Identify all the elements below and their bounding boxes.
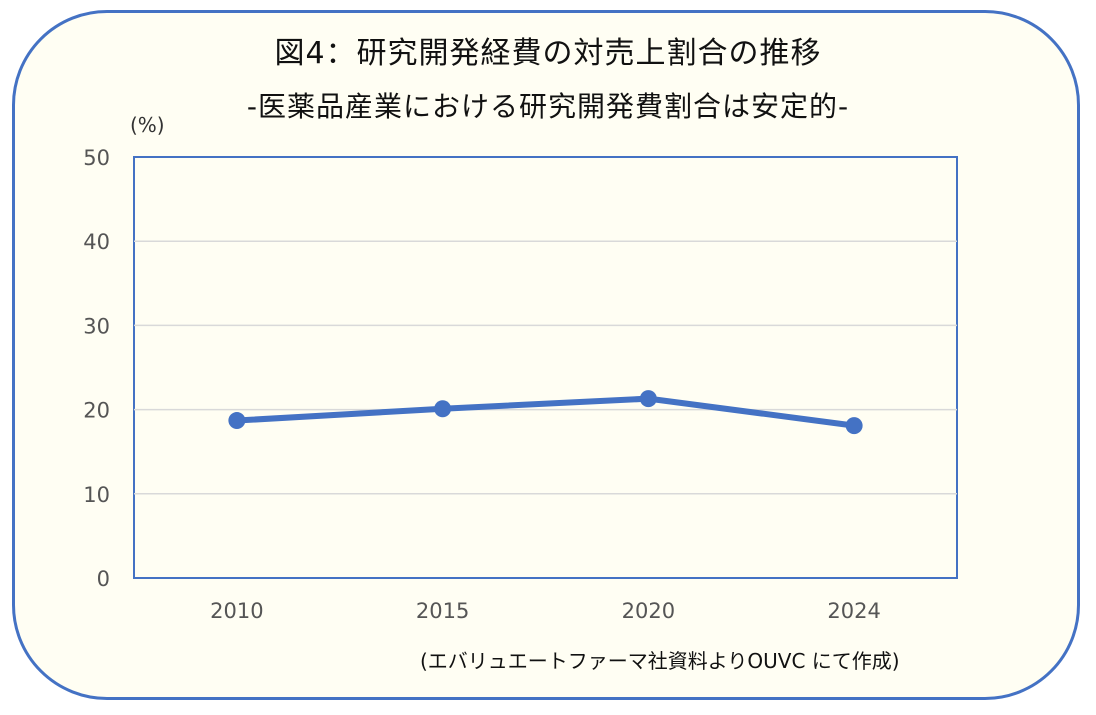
y-axis-tick-labels: 0 10 20 30 40 50 (83, 146, 110, 591)
chart-title: 図4：研究開発経費の対売上割合の推移 (274, 36, 822, 71)
y-tick-label: 0 (97, 567, 110, 591)
y-tick-label: 50 (83, 146, 110, 170)
x-tick-label: 2020 (622, 599, 675, 623)
y-tick-label: 40 (83, 230, 110, 254)
data-point (639, 390, 657, 408)
x-axis-tick-labels: 2010 2015 2020 2024 (210, 599, 881, 623)
y-tick-label: 10 (83, 483, 110, 507)
data-point (845, 417, 863, 435)
series-layer (228, 390, 863, 435)
y-tick-label: 20 (83, 399, 110, 423)
plot-area (133, 156, 958, 579)
data-point (434, 400, 452, 418)
chart-subtitle: -医薬品産業における研究開発費割合は安定的- (246, 90, 850, 123)
series-line (233, 395, 858, 429)
x-tick-label: 2010 (210, 599, 263, 623)
data-point (228, 412, 246, 430)
x-tick-label: 2015 (416, 599, 469, 623)
y-axis-unit-label: (%) (130, 113, 165, 137)
source-note: (エバリュエートファーマ社資料よりOUVC にて作成) (420, 649, 900, 673)
x-tick-label: 2024 (827, 599, 880, 623)
grid-lines (134, 240, 957, 495)
y-tick-label: 30 (83, 314, 110, 338)
